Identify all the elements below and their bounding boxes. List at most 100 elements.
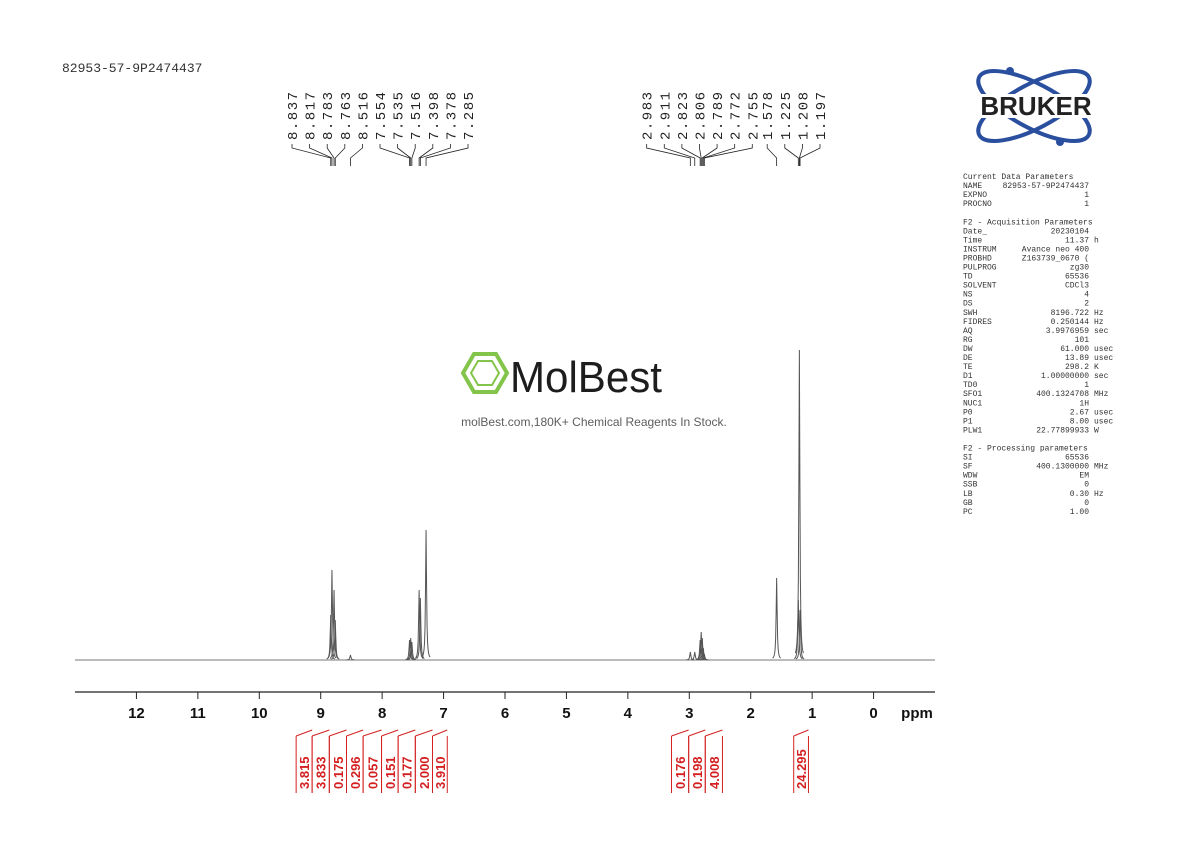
param-value: EM bbox=[1079, 472, 1089, 481]
param-section-title: Current Data Parameters bbox=[963, 173, 1074, 182]
peak-label-connector bbox=[766, 144, 778, 166]
param-key: WDW bbox=[963, 472, 978, 481]
param-unit: sec bbox=[1094, 372, 1109, 381]
param-value: 65536 bbox=[1065, 454, 1089, 463]
x-tick-label: 2 bbox=[747, 705, 755, 722]
integral-label: 2.000 bbox=[417, 756, 432, 789]
param-key: FIDRES bbox=[963, 318, 992, 327]
param-unit: usec bbox=[1094, 345, 1113, 354]
param-value: 8.00 bbox=[1070, 417, 1089, 426]
param-unit: MHz bbox=[1094, 390, 1109, 399]
peak-label-connector bbox=[411, 144, 416, 166]
peak bbox=[772, 577, 782, 659]
integral-label: 0.175 bbox=[331, 756, 346, 789]
peak-label-connector bbox=[663, 144, 696, 166]
integral-bar bbox=[397, 729, 416, 737]
peak bbox=[327, 569, 337, 659]
peak bbox=[795, 609, 805, 660]
integral-label: 4.008 bbox=[707, 756, 722, 789]
param-unit: K bbox=[1094, 363, 1099, 372]
x-tick-label: 3 bbox=[685, 705, 693, 722]
param-value: 1 bbox=[1084, 200, 1089, 209]
bruker-logo: BRUKER bbox=[958, 67, 1114, 146]
param-key: DS bbox=[963, 300, 973, 309]
x-tick-label: 1 bbox=[808, 705, 816, 722]
param-value: 400.1324708 bbox=[1036, 390, 1089, 399]
integral-bar bbox=[381, 729, 399, 737]
integral-bar bbox=[705, 729, 723, 737]
watermark-icon bbox=[469, 360, 501, 386]
peak-label: 2.806 bbox=[693, 90, 709, 140]
param-unit: MHz bbox=[1094, 463, 1109, 472]
peak bbox=[416, 597, 425, 660]
peak-label-connector bbox=[418, 144, 434, 166]
x-tick-label: 5 bbox=[562, 705, 570, 722]
param-key: PC bbox=[963, 508, 973, 517]
integral-bar bbox=[362, 729, 382, 737]
param-key: PLW1 bbox=[963, 426, 982, 435]
peak-label: 8.837 bbox=[286, 90, 302, 140]
param-section-title: F2 - Acquisition Parameters bbox=[963, 218, 1093, 227]
param-key: LB bbox=[963, 490, 973, 499]
param-key: Date_ bbox=[963, 227, 987, 236]
param-value: 101 bbox=[1075, 336, 1090, 345]
param-key: SI bbox=[963, 454, 973, 463]
param-key: P0 bbox=[963, 408, 973, 417]
param-key: RG bbox=[963, 336, 973, 345]
param-value: 0.250144 bbox=[1051, 318, 1090, 327]
integral-label: 3.833 bbox=[314, 756, 329, 789]
peak bbox=[407, 641, 416, 661]
param-value: 1.00 bbox=[1070, 508, 1089, 517]
peak-label-connector bbox=[681, 144, 701, 166]
peak bbox=[346, 654, 355, 661]
peak-label-connector bbox=[419, 144, 451, 166]
sample-id: 82953-57-9P2474437 bbox=[62, 61, 202, 76]
peak-label-connector bbox=[702, 144, 736, 166]
logo-dot bbox=[1006, 67, 1014, 75]
peak-label: 2.789 bbox=[711, 90, 727, 140]
peak-label-connector bbox=[646, 144, 691, 166]
integral-bar bbox=[432, 729, 448, 737]
peak-label-connector bbox=[334, 144, 346, 166]
param-value: 4 bbox=[1084, 291, 1089, 300]
param-unit: usec bbox=[1094, 417, 1113, 426]
param-value: 0.30 bbox=[1070, 490, 1089, 499]
integral-label: 0.057 bbox=[365, 756, 380, 789]
peak-label-connector bbox=[799, 144, 821, 166]
param-value: 1 bbox=[1084, 381, 1089, 390]
peak-label-connector bbox=[379, 144, 410, 166]
integral-label: 3.815 bbox=[297, 756, 312, 789]
logo-orbit bbox=[976, 69, 1092, 143]
param-key: DW bbox=[963, 345, 973, 354]
peak-label: 7.554 bbox=[374, 90, 390, 140]
param-value: 0 bbox=[1084, 499, 1089, 508]
param-value: 1.00000000 bbox=[1041, 372, 1089, 381]
peak-label-connector bbox=[703, 144, 753, 166]
peak-label-connector bbox=[309, 144, 333, 166]
integral-bar bbox=[329, 729, 347, 737]
param-key: SWH bbox=[963, 309, 978, 318]
param-value: 61.000 bbox=[1060, 345, 1089, 354]
param-key: SOLVENT bbox=[963, 282, 997, 291]
peak-label-connector bbox=[397, 144, 412, 166]
param-value: 400.1300000 bbox=[1036, 463, 1089, 472]
integral-label: 0.151 bbox=[383, 756, 398, 789]
peak-label-connector bbox=[291, 144, 332, 166]
param-value: Z163739_0670 ( bbox=[1022, 254, 1089, 263]
peak-label: 1.578 bbox=[761, 90, 777, 140]
peak-label: 1.208 bbox=[796, 90, 812, 140]
integral-label: 0.176 bbox=[673, 756, 688, 789]
peak bbox=[700, 653, 709, 661]
param-key: TD bbox=[963, 273, 973, 282]
peak bbox=[421, 529, 431, 658]
integral-label: 0.198 bbox=[690, 756, 705, 789]
param-unit: Hz bbox=[1094, 318, 1104, 327]
param-key: SF bbox=[963, 463, 973, 472]
watermark-tagline: molBest.com,180K+ Chemical Reagents In S… bbox=[461, 415, 727, 429]
watermark: MolBest molBest.com,180K+ Chemical Reage… bbox=[460, 352, 727, 429]
param-value: 22.77899933 bbox=[1036, 426, 1089, 435]
param-key: AQ bbox=[963, 327, 973, 336]
param-key: P1 bbox=[963, 417, 973, 426]
peak-label: 1.197 bbox=[814, 90, 830, 140]
